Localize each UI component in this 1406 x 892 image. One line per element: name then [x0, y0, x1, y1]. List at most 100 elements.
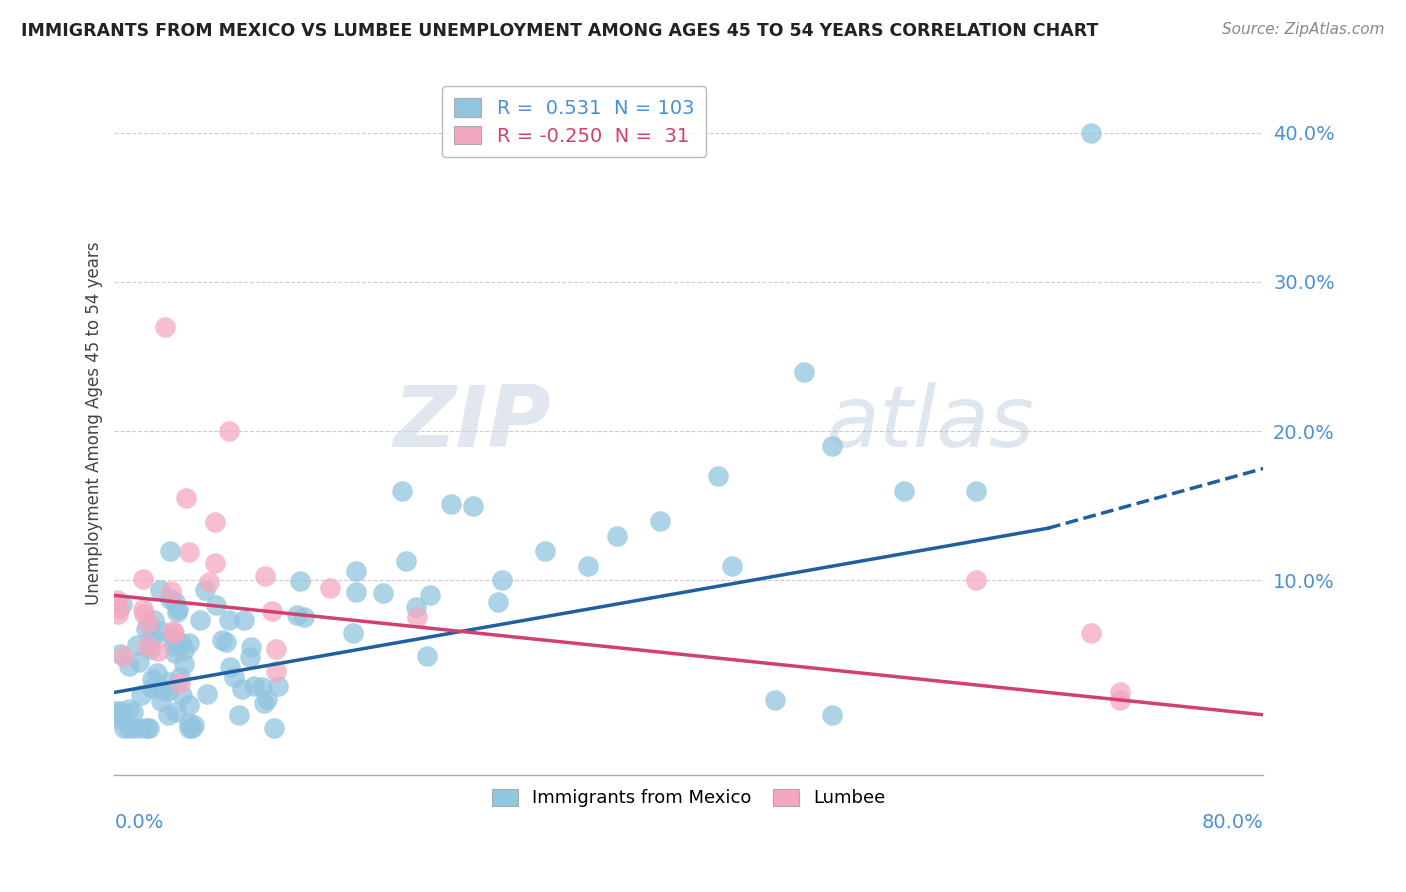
Point [153, 319, 176, 334]
Point [131, 721, 153, 735]
Point [253, 568, 276, 582]
Point [157, 683, 180, 698]
Point [188, 613, 211, 627]
Point [135, 622, 157, 636]
Point [195, 687, 218, 701]
Point [763, 693, 786, 707]
Point [224, 670, 246, 684]
Point [139, 642, 162, 657]
Point [177, 636, 200, 650]
Point [141, 681, 163, 695]
Point [132, 607, 155, 621]
Point [162, 624, 184, 638]
Point [253, 697, 276, 711]
Point [163, 595, 186, 609]
Point [218, 660, 240, 674]
Point [170, 636, 193, 650]
Point [721, 558, 744, 573]
Point [118, 658, 141, 673]
Point [107, 601, 129, 615]
Point [157, 708, 180, 723]
Point [136, 616, 159, 631]
Point [148, 680, 170, 694]
Point [173, 657, 195, 672]
Point [243, 679, 266, 693]
Point [108, 647, 131, 661]
Point [117, 721, 139, 735]
Point [250, 680, 273, 694]
Text: atlas: atlas [827, 383, 1035, 466]
Point [395, 554, 418, 568]
Point [262, 604, 284, 618]
Point [218, 613, 240, 627]
Point [373, 586, 395, 600]
Point [121, 705, 143, 719]
Point [159, 544, 181, 558]
Point [149, 583, 172, 598]
Point [118, 702, 141, 716]
Point [104, 705, 127, 719]
Text: 0.0%: 0.0% [114, 814, 163, 832]
Point [405, 599, 427, 614]
Point [149, 624, 172, 638]
Point [179, 716, 201, 731]
Point [163, 625, 186, 640]
Point [965, 574, 987, 588]
Point [145, 665, 167, 680]
Point [965, 483, 987, 498]
Point [135, 640, 157, 654]
Point [111, 597, 134, 611]
Point [156, 674, 179, 689]
Point [169, 675, 191, 690]
Point [256, 692, 278, 706]
Point [239, 650, 262, 665]
Point [204, 557, 226, 571]
Point [181, 721, 204, 735]
Text: IMMIGRANTS FROM MEXICO VS LUMBEE UNEMPLOYMENT AMONG AGES 45 TO 54 YEARS CORRELAT: IMMIGRANTS FROM MEXICO VS LUMBEE UNEMPLO… [21, 22, 1098, 40]
Point [440, 497, 463, 511]
Point [211, 632, 233, 647]
Point [142, 613, 165, 627]
Point [821, 707, 844, 722]
Point [163, 639, 186, 653]
Point [105, 593, 128, 607]
Point [1080, 625, 1102, 640]
Point [172, 688, 194, 702]
Point [491, 574, 513, 588]
Point [264, 642, 287, 657]
Point [177, 698, 200, 712]
Point [148, 644, 170, 658]
Point [166, 605, 188, 619]
Point [1108, 693, 1130, 707]
Point [267, 679, 290, 693]
Point [534, 543, 557, 558]
Point [194, 583, 217, 598]
Text: ZIP: ZIP [394, 383, 551, 466]
Point [342, 626, 364, 640]
Point [177, 721, 200, 735]
Point [292, 610, 315, 624]
Point [416, 648, 439, 663]
Point [183, 717, 205, 731]
Point [406, 609, 429, 624]
Point [135, 721, 157, 735]
Point [107, 607, 129, 621]
Point [162, 629, 184, 643]
Point [150, 694, 173, 708]
Point [152, 683, 174, 698]
Point [167, 636, 190, 650]
Point [141, 672, 163, 686]
Point [239, 640, 262, 654]
Point [129, 688, 152, 702]
Point [344, 585, 367, 599]
Point [111, 713, 134, 727]
Point [159, 583, 181, 598]
Point [1108, 685, 1130, 699]
Point [231, 681, 253, 696]
Point [204, 515, 226, 529]
Point [1080, 126, 1102, 140]
Point [263, 721, 285, 735]
Point [169, 670, 191, 684]
Point [576, 558, 599, 573]
Point [319, 581, 342, 595]
